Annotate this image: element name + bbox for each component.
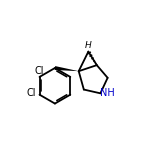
Polygon shape — [55, 66, 79, 71]
Text: Cl: Cl — [26, 88, 36, 98]
Text: Cl: Cl — [35, 66, 44, 76]
Text: H: H — [85, 41, 91, 50]
Text: NH: NH — [100, 88, 115, 98]
